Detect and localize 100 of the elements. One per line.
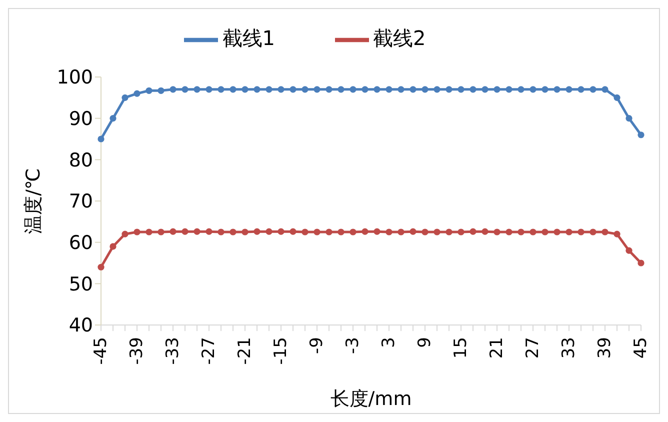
point — [410, 228, 416, 235]
point — [170, 228, 176, 235]
point — [566, 86, 572, 93]
point — [134, 90, 140, 97]
point — [518, 228, 524, 236]
point — [98, 264, 104, 270]
y-tick-label: 90 — [68, 108, 93, 130]
point — [122, 230, 128, 238]
y-tick-label: 50 — [68, 273, 93, 296]
point — [110, 115, 116, 122]
point — [422, 86, 428, 93]
point — [146, 87, 152, 94]
point — [494, 86, 500, 93]
point — [506, 86, 512, 93]
y-axis-title: 温度/℃ — [22, 168, 45, 234]
point — [230, 228, 236, 236]
point — [278, 228, 284, 235]
point — [590, 86, 596, 93]
x-axis-title: 长度/mm — [330, 388, 412, 410]
point — [134, 228, 140, 236]
point — [350, 228, 356, 236]
point — [482, 86, 488, 93]
point — [434, 86, 440, 93]
point — [578, 86, 584, 93]
point — [302, 86, 308, 93]
y-tick-label: 60 — [68, 232, 93, 254]
point — [206, 228, 212, 235]
point — [374, 228, 380, 235]
point — [614, 230, 620, 238]
point — [182, 228, 188, 235]
x-tick-label: -33 — [163, 337, 183, 365]
point — [362, 86, 368, 93]
point — [458, 228, 464, 236]
x-tick-label: -15 — [271, 337, 291, 365]
point — [410, 86, 416, 93]
point — [614, 94, 620, 101]
point — [446, 86, 452, 93]
point — [194, 228, 200, 235]
point — [554, 228, 560, 236]
point — [170, 86, 176, 93]
x-tick-label: 21 — [487, 337, 507, 359]
x-tick-label: 15 — [451, 337, 471, 359]
point — [554, 86, 560, 93]
point — [146, 228, 152, 236]
point — [338, 228, 344, 236]
point — [314, 228, 320, 236]
point — [542, 86, 548, 93]
x-tick-label: 3 — [379, 337, 399, 348]
point — [530, 228, 536, 236]
point — [590, 228, 596, 236]
point — [350, 86, 356, 93]
point — [458, 86, 464, 93]
point — [398, 228, 404, 236]
x-tick-label: 9 — [415, 337, 435, 348]
point — [578, 228, 584, 236]
y-tick-label: 40 — [68, 314, 93, 337]
point — [314, 86, 320, 93]
x-tick-label: 33 — [559, 337, 579, 359]
point — [542, 228, 548, 236]
point — [506, 228, 512, 236]
x-tick-label: -9 — [307, 337, 327, 354]
point — [254, 228, 260, 235]
point — [290, 228, 296, 235]
point — [566, 228, 572, 236]
legend-label: 截线2 — [373, 26, 426, 50]
point — [530, 86, 536, 93]
point — [626, 247, 632, 254]
point — [398, 86, 404, 93]
point — [386, 86, 392, 93]
point — [290, 86, 296, 93]
x-tick-label: 27 — [523, 337, 543, 359]
point — [158, 228, 164, 236]
point — [602, 86, 608, 93]
point — [194, 86, 200, 93]
point — [338, 86, 344, 93]
point — [638, 260, 644, 266]
point — [326, 228, 332, 236]
point — [242, 228, 248, 236]
point — [518, 86, 524, 93]
point — [482, 228, 488, 235]
point — [266, 86, 272, 93]
x-tick-label: -3 — [343, 337, 363, 354]
point — [266, 228, 272, 235]
x-tick-label: 45 — [631, 337, 651, 359]
point — [470, 228, 476, 235]
point — [98, 136, 104, 142]
point — [494, 228, 500, 236]
point — [434, 228, 440, 236]
y-tick-label: 70 — [68, 190, 93, 213]
point — [110, 243, 116, 250]
legend-label: 截线1 — [222, 26, 275, 50]
point — [122, 94, 128, 101]
x-tick-label: -45 — [91, 337, 111, 365]
point — [230, 86, 236, 93]
point — [254, 86, 260, 93]
point — [206, 86, 212, 93]
point — [638, 132, 644, 138]
point — [218, 86, 224, 93]
point — [218, 228, 224, 236]
point — [374, 86, 380, 93]
